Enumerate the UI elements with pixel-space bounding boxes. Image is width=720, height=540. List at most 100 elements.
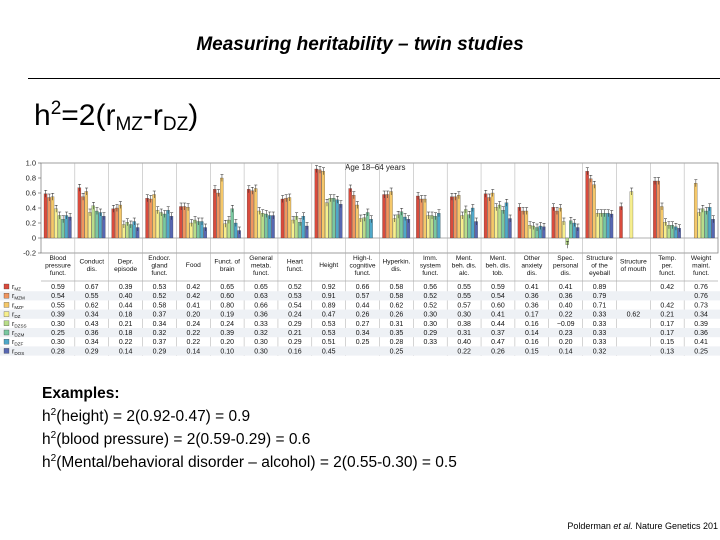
bar [213,189,217,239]
table-cell: 0.20 [220,339,234,346]
table-cell: 0.36 [694,330,708,337]
table-cell: 0.16 [525,339,539,346]
table-cell: 0.62 [85,302,99,309]
table-cell: 0.21 [119,321,133,328]
slide-title: Measuring heritability – twin studies [196,34,524,55]
table-cell: 0.40 [457,339,471,346]
bar [490,192,495,239]
table-cell: 0.14 [559,348,573,355]
category-label: Ment. [490,255,507,262]
bar [352,195,356,239]
category-label: beh. dis. [452,263,477,270]
table-cell: 0.34 [356,330,370,337]
y-tick-label: 0 [32,234,36,243]
bar [558,207,562,239]
table-cell: 0.37 [153,339,167,346]
table-cell: 0.58 [153,302,167,309]
table-cell: 0.33 [593,330,607,337]
table-cell: 0.34 [153,321,167,328]
table-cell: 0.59 [51,284,65,291]
bar [497,204,502,239]
table-cell: 0.60 [220,293,234,300]
table-cell: 0.52 [153,293,167,300]
legend-swatch [3,283,10,290]
bar [246,189,251,239]
table-cell: 0.80 [220,302,234,309]
bar [555,210,559,239]
table-cell: 0.43 [85,321,99,328]
table-cell: 0.66 [356,284,370,291]
bar [483,193,488,239]
category-label: funct. [355,270,371,277]
table-cell: 0.40 [559,302,573,309]
category-label: dis. [561,270,571,277]
table-cell: 0.59 [491,284,505,291]
y-tick-label: 0.2 [26,219,36,228]
category-label: funct. [422,270,438,277]
legend-label: rMZM [12,293,25,301]
table-cell: 0.35 [390,330,404,337]
table-cell: 0.25 [356,339,370,346]
bar [595,213,600,239]
category-label: funct. [287,266,303,273]
table-cell: 0.39 [694,321,708,328]
bar [551,207,555,239]
category-label: personal [553,263,579,270]
table-cell: 0.52 [423,293,437,300]
bar [216,192,220,239]
bar [339,204,343,239]
table-cell: 0.53 [153,284,167,291]
category-label: Height [319,262,338,269]
table-cell: 0.36 [525,293,539,300]
table-row-band [0,309,720,319]
table-cell: 0.60 [491,302,505,309]
category-label: brain [220,266,235,273]
table-cell: 0.55 [85,293,99,300]
table-cell: 0.36 [525,302,539,309]
table-cell: 0.41 [559,284,573,291]
table-cell: 0.41 [491,312,505,319]
table-row-band [0,328,720,338]
bar [599,213,603,239]
category-label: gland [151,263,167,270]
table-cell: 0.24 [220,321,234,328]
bar [284,198,288,239]
table-cell: 0.53 [322,321,336,328]
table-cell: 0.16 [288,348,302,355]
bar [220,177,224,239]
table-cell: 0.36 [559,293,573,300]
legend-label: rDZF [12,339,23,347]
table-cell: −0.09 [557,321,575,328]
category-label: pressure [45,263,71,270]
table-cell: 0.17 [660,330,674,337]
category-label: maint. [692,263,710,270]
table-cell: 0.76 [694,293,708,300]
bar [155,210,160,239]
table-row-band [0,346,720,356]
bar [43,193,48,239]
table-cell: 0.54 [491,293,505,300]
table-cell: 0.54 [51,293,65,300]
bar [348,188,352,239]
y-tick-label: 1.0 [26,159,36,168]
category-label: of mouth [621,266,647,273]
table-cell: 0.79 [593,293,607,300]
table-cell: 0.33 [254,321,268,328]
bar [653,180,657,239]
legend-swatch [3,302,10,308]
table-cell: 0.30 [457,312,471,319]
bar [700,208,705,239]
table-cell: 0.36 [254,312,268,319]
table-cell: 0.41 [525,284,539,291]
table-cell: 0.89 [593,284,607,291]
table-cell: 0.31 [457,330,471,337]
table-cell: 0.15 [525,348,539,355]
table-cell: 0.25 [694,348,708,355]
table-cell: 0.14 [525,330,539,337]
category-label: Blood [49,255,66,262]
y-tick-label: 0.4 [26,204,36,213]
bar [260,213,265,239]
legend-label: rDZSS [12,321,27,329]
table-cell: 0.65 [254,284,268,291]
table-cell: 0.30 [423,321,437,328]
